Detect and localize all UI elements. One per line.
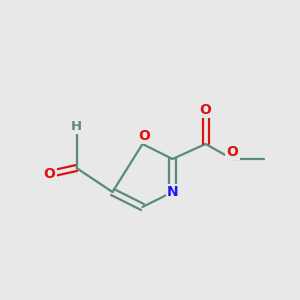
Text: O: O bbox=[226, 145, 238, 158]
Text: O: O bbox=[44, 167, 56, 181]
Text: O: O bbox=[138, 129, 150, 142]
Text: N: N bbox=[167, 185, 178, 199]
Text: H: H bbox=[71, 119, 82, 133]
Text: O: O bbox=[200, 103, 211, 116]
